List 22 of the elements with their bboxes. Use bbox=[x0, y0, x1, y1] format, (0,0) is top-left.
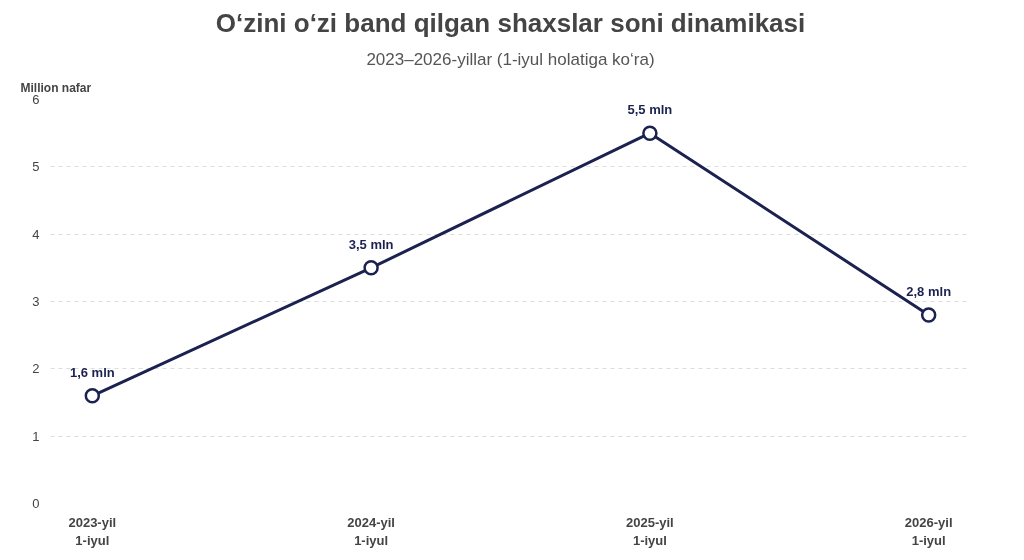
x-tick-label: 2026-yil 1-iyul bbox=[904, 514, 953, 548]
point bbox=[363, 260, 379, 276]
y-axis-title: Million nafar bbox=[20, 80, 92, 95]
x-tick-label: 2025-yil 1-iyul bbox=[626, 514, 674, 548]
data-label: 2,8 mln bbox=[906, 283, 952, 299]
point bbox=[920, 307, 937, 323]
chart-subtitle: 2023–2026-yillar (1-iyul holatiga ko‘ra) bbox=[366, 49, 655, 69]
x-tick-label: 2023-yil 1-iyul bbox=[68, 514, 117, 548]
chart-title: O‘zini o‘zi band qilgan shaxslar soni dinamikasi bbox=[215, 7, 806, 38]
y-tick-label: 0 bbox=[32, 496, 40, 511]
y-tick-label: 5 bbox=[32, 159, 40, 175]
y-tick-label: 1 bbox=[32, 428, 40, 444]
data-label: 3,5 mln bbox=[348, 236, 394, 252]
y-tick-label: 3 bbox=[32, 294, 40, 309]
x-tick-label: 2024-yil 1-iyul bbox=[347, 514, 395, 548]
y-tick-label: 6 bbox=[32, 92, 40, 107]
data-label: 5,5 mln bbox=[627, 102, 673, 118]
y-tick-label: 2 bbox=[32, 361, 40, 377]
point bbox=[642, 125, 658, 141]
y-tick-label: 4 bbox=[32, 226, 40, 242]
data-label: 1,6 mln bbox=[69, 364, 115, 380]
point bbox=[84, 388, 101, 404]
